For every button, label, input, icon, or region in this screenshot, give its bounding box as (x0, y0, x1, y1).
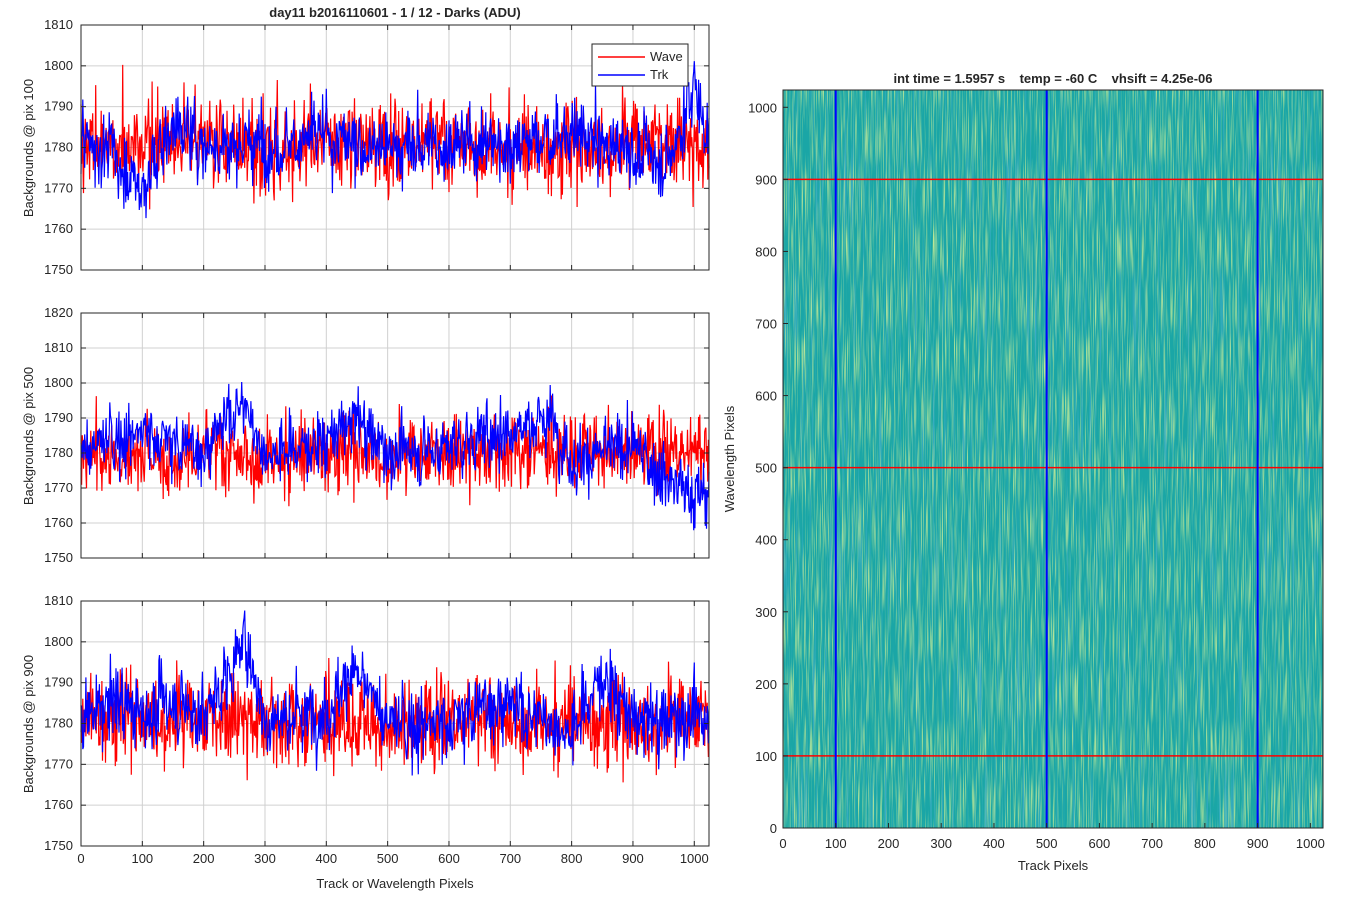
panel-1-series (80, 61, 710, 219)
y-tick-label: 1800 (44, 375, 73, 390)
y-tick-label: 1750 (44, 838, 73, 853)
x-tick-label: 500 (377, 851, 399, 866)
y-tick-label: 0 (770, 821, 777, 836)
panel-2-frame (80, 312, 710, 559)
y-tick-label: 1810 (44, 340, 73, 355)
y-tick-label: 1790 (44, 410, 73, 425)
x-tick-label: 600 (1089, 836, 1111, 851)
y-tick-label: 1000 (748, 100, 777, 115)
y-tick-label: 1770 (44, 480, 73, 495)
panel-1-yticks: 1750 1760 1770 1780 1790 1800 1810 (44, 17, 709, 277)
x-tick-label: 100 (131, 851, 153, 866)
heatmap-ylabel: Wavelength Pixels (722, 405, 737, 512)
panel-2-xticks (80, 313, 695, 558)
series-line-trk (80, 381, 710, 531)
line-panel-3: 0 100 200 300 400 500 600 700 800 900 1000 1750 176… (21, 593, 710, 891)
y-tick-label: 1790 (44, 99, 73, 114)
y-tick-label: 1790 (44, 675, 73, 690)
legend: Wave Trk (591, 43, 689, 87)
x-tick-label: 1000 (680, 851, 709, 866)
y-tick-label: 100 (755, 749, 777, 764)
x-tick-label: 700 (499, 851, 521, 866)
heatmap-xlabel: Track Pixels (1018, 858, 1089, 873)
y-tick-label: 1810 (44, 17, 73, 32)
x-tick-label: 700 (1141, 836, 1163, 851)
x-tick-label: 200 (193, 851, 215, 866)
y-tick-label: 400 (755, 533, 777, 548)
heatmap-title: int time = 1.5957 s temp = -60 C vhsift … (893, 71, 1212, 86)
heatmap-panel: int time = 1.5957 s temp = -60 C vhsift … (722, 71, 1325, 873)
heatmap-texture-light (783, 90, 1323, 828)
panel-1-ylabel: Backgrounds @ pix 100 (21, 79, 36, 217)
y-tick-label: 1770 (44, 180, 73, 195)
y-tick-label: 1770 (44, 756, 73, 771)
heatmap-yticks: 0 100 200 300 400 500 600 700 800 900 1000 (748, 100, 788, 836)
x-tick-label: 900 (622, 851, 644, 866)
series-line-trk (80, 61, 710, 219)
series-line-trk (80, 610, 710, 776)
y-tick-label: 1780 (44, 445, 73, 460)
heatmap-markers (783, 90, 1323, 828)
panel-2-series (80, 381, 710, 531)
panel-3-series (80, 610, 710, 783)
y-tick-label: 900 (755, 172, 777, 187)
y-tick-label: 600 (755, 389, 777, 404)
y-tick-label: 800 (755, 244, 777, 259)
x-tick-label: 500 (1036, 836, 1058, 851)
panel-3-yticks: 1750 1760 1770 1780 1790 1800 1810 (44, 593, 709, 853)
panel-2-ylabel: Backgrounds @ pix 500 (21, 367, 36, 505)
y-tick-label: 1760 (44, 515, 73, 530)
panel-3-ylabel: Backgrounds @ pix 900 (21, 655, 36, 793)
y-tick-label: 1780 (44, 716, 73, 731)
panel-1-xticks (80, 25, 695, 270)
x-tick-label: 0 (77, 851, 84, 866)
y-tick-label: 1760 (44, 221, 73, 236)
x-tick-label: 1000 (1296, 836, 1325, 851)
panel-3-xticks: 0 100 200 300 400 500 600 700 800 900 1000 (77, 601, 709, 866)
y-tick-label: 1800 (44, 58, 73, 73)
line-panel-2: 1750 1760 1770 1780 1790 1800 1810 1820 Backgro… (21, 305, 710, 565)
x-tick-label: 400 (315, 851, 337, 866)
x-tick-label: 900 (1247, 836, 1269, 851)
y-tick-label: 1750 (44, 550, 73, 565)
y-tick-label: 1750 (44, 262, 73, 277)
legend-box (591, 43, 689, 87)
x-tick-label: 800 (561, 851, 583, 866)
heatmap-xticks: 0 100 200 300 400 500 600 700 800 900 1000 (779, 823, 1325, 851)
y-tick-label: 1800 (44, 634, 73, 649)
line-panel-1: day11 b2016110601 - 1 / 12 - Darks (ADU)… (21, 5, 710, 277)
y-tick-label: 300 (755, 605, 777, 620)
y-tick-label: 500 (755, 461, 777, 476)
x-tick-label: 800 (1194, 836, 1216, 851)
y-tick-label: 1780 (44, 140, 73, 155)
y-tick-label: 1760 (44, 797, 73, 812)
x-tick-label: 0 (779, 836, 786, 851)
x-tick-label: 600 (438, 851, 460, 866)
legend-wave-label: Wave (650, 49, 683, 64)
y-tick-label: 1820 (44, 305, 73, 320)
x-tick-label: 400 (983, 836, 1005, 851)
x-tick-label: 200 (878, 836, 900, 851)
y-tick-label: 1810 (44, 593, 73, 608)
x-tick-label: 300 (254, 851, 276, 866)
figure-title: day11 b2016110601 - 1 / 12 - Darks (ADU) (269, 5, 520, 20)
y-tick-label: 200 (755, 677, 777, 692)
heatmap-frame (782, 89, 1324, 829)
x-tick-label: 100 (825, 836, 847, 851)
legend-trk-label: Trk (650, 67, 669, 82)
y-tick-label: 700 (755, 317, 777, 332)
panel-3-xlabel: Track or Wavelength Pixels (316, 876, 474, 891)
x-tick-label: 300 (930, 836, 952, 851)
panel-2-yticks: 1750 1760 1770 1780 1790 1800 1810 1820 (44, 305, 709, 565)
